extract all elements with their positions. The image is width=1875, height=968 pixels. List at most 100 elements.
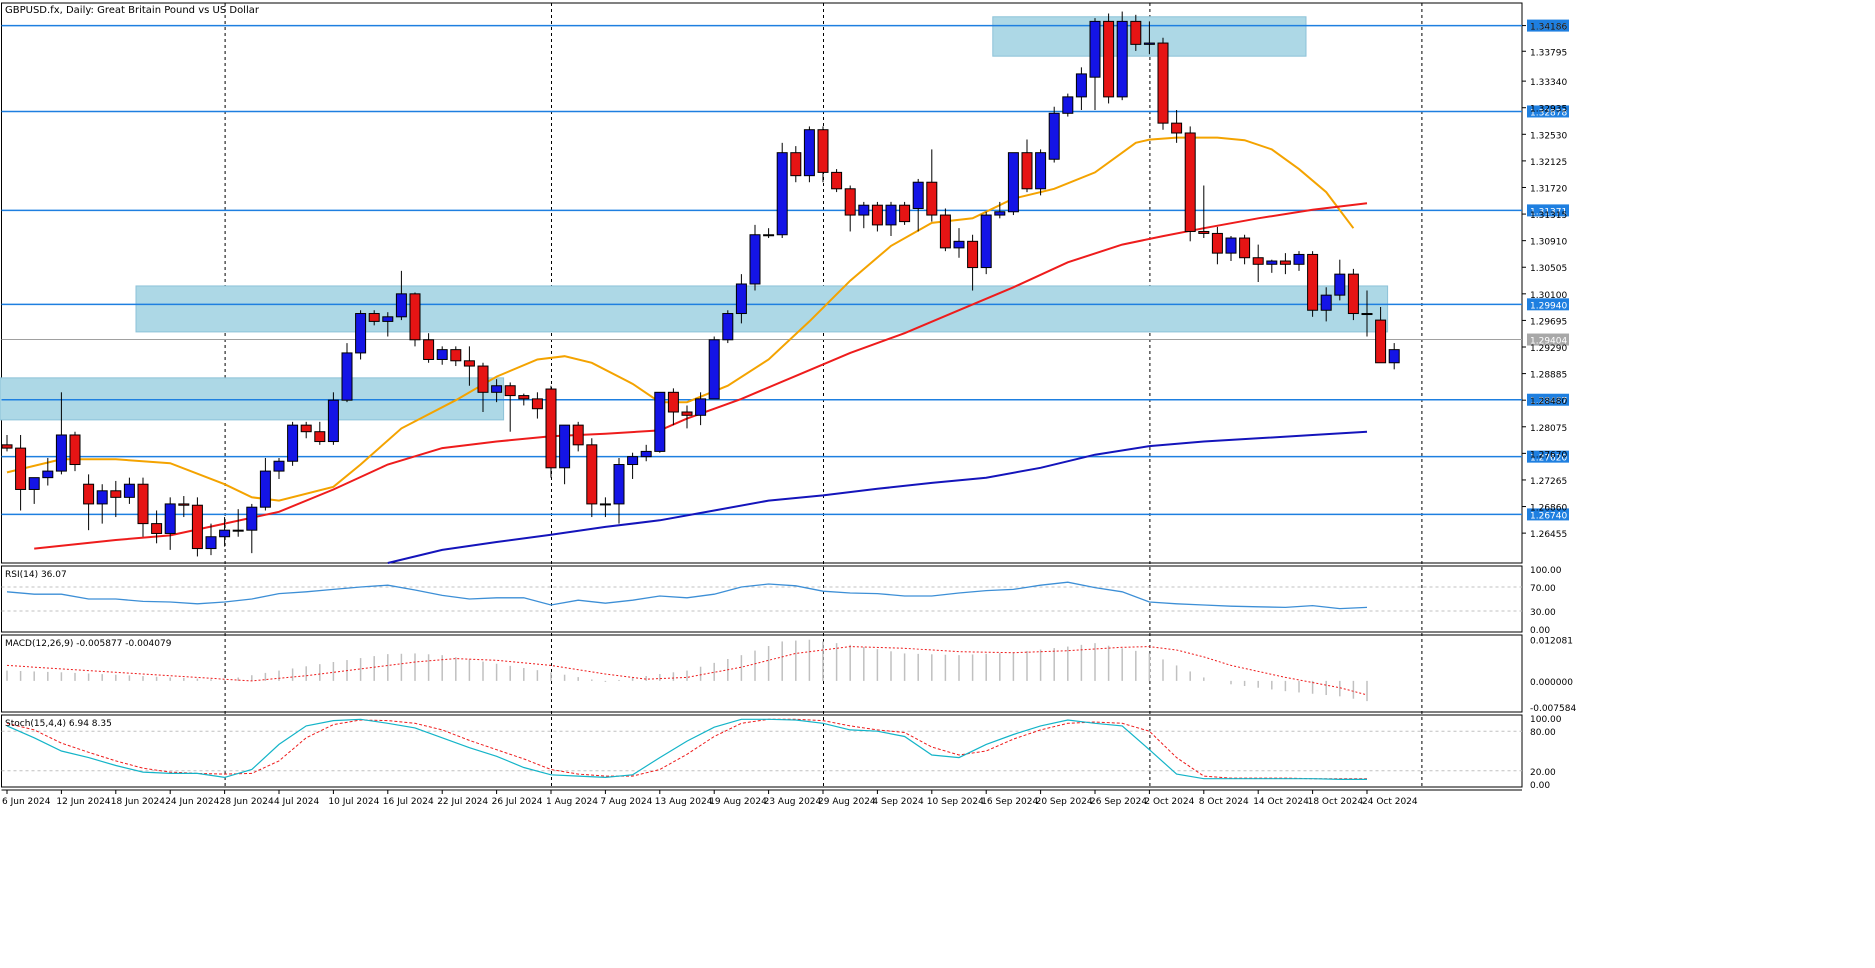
bullish-candle bbox=[722, 310, 734, 344]
candle-body bbox=[803, 129, 815, 177]
price-tick-label: 1.32530 bbox=[1530, 131, 1567, 141]
time-tick-label: 16 Sep 2024 bbox=[981, 797, 1038, 807]
bearish-candle bbox=[1130, 14, 1142, 51]
level-price-label: 1.28487 bbox=[1530, 397, 1567, 407]
price-tick-label: 1.33795 bbox=[1530, 48, 1567, 58]
candle-body bbox=[1252, 257, 1264, 265]
time-tick-label: 10 Jul 2024 bbox=[328, 797, 379, 807]
candle-body bbox=[1388, 349, 1400, 364]
bullish-candle bbox=[341, 343, 353, 403]
candle-body bbox=[939, 214, 951, 249]
bullish-candle bbox=[708, 336, 720, 400]
candle-body bbox=[1334, 273, 1346, 296]
candle-body bbox=[287, 424, 299, 462]
bearish-candle bbox=[450, 346, 462, 367]
bearish-candle bbox=[1211, 226, 1223, 265]
bearish-candle bbox=[939, 208, 951, 252]
candle-body bbox=[477, 365, 489, 393]
candle-body bbox=[368, 313, 380, 322]
time-tick-label: 1 Aug 2024 bbox=[546, 797, 598, 807]
stoch-tick-label: 20.00 bbox=[1530, 768, 1556, 778]
time-tick-label: 13 Aug 2024 bbox=[655, 797, 713, 807]
candle-body bbox=[912, 181, 924, 209]
rsi-panel[interactable]: RSI(14) 36.07 bbox=[1, 570, 1523, 612]
candle-body bbox=[1075, 73, 1087, 98]
level-price-tag bbox=[1527, 204, 1569, 217]
candle-body bbox=[627, 456, 639, 466]
level-price-tag bbox=[1527, 508, 1569, 521]
rsi-title: RSI(14) 36.07 bbox=[5, 570, 67, 580]
rsi-tick-label: 70.00 bbox=[1530, 584, 1556, 594]
bearish-candle bbox=[1239, 234, 1251, 265]
time-tick-label: 23 Aug 2024 bbox=[764, 797, 822, 807]
candle-body bbox=[640, 450, 652, 458]
bullish-candle bbox=[491, 379, 503, 403]
level-price-label: 1.31371 bbox=[1530, 207, 1567, 217]
bearish-candle bbox=[926, 149, 938, 222]
bearish-candle bbox=[423, 333, 435, 363]
candle-body bbox=[1198, 230, 1210, 234]
time-tick-label: 20 Sep 2024 bbox=[1036, 797, 1093, 807]
candle-body bbox=[790, 152, 802, 177]
candle-body bbox=[436, 349, 448, 360]
candle-body bbox=[885, 204, 897, 226]
stoch-panel-frame bbox=[1, 714, 1523, 788]
bullish-candle bbox=[355, 310, 367, 360]
macd-panel[interactable]: MACD(12,26,9) -0.005877 -0.004079 bbox=[5, 639, 1368, 702]
price-tick-label: 1.26455 bbox=[1530, 530, 1567, 540]
candle-body bbox=[695, 398, 707, 416]
bearish-candle bbox=[518, 393, 530, 406]
candle-body bbox=[559, 424, 571, 469]
price-tick-label: 1.29695 bbox=[1530, 317, 1567, 327]
bearish-candle bbox=[1279, 253, 1291, 275]
horizontal-levels bbox=[1, 24, 1522, 516]
candle-body bbox=[1239, 237, 1251, 259]
bearish-candle bbox=[178, 496, 190, 518]
candle-body bbox=[450, 349, 462, 362]
bearish-candle bbox=[314, 421, 326, 445]
candle-body bbox=[980, 214, 992, 269]
candle-body bbox=[681, 411, 693, 416]
candle-body bbox=[491, 385, 503, 393]
price-tick-label: 1.30910 bbox=[1530, 238, 1567, 248]
bearish-candle bbox=[871, 201, 883, 232]
level-price-label: 1.32878 bbox=[1530, 108, 1567, 118]
candle-body bbox=[1157, 42, 1169, 124]
candle-body bbox=[1184, 132, 1196, 232]
level-price-label: 1.26740 bbox=[1530, 511, 1567, 521]
candle-body bbox=[613, 464, 625, 505]
candle-body bbox=[531, 398, 543, 410]
bearish-candle bbox=[667, 388, 679, 426]
candle-body bbox=[1089, 20, 1101, 78]
bullish-candle bbox=[994, 201, 1006, 219]
bearish-candle bbox=[681, 405, 693, 429]
bullish-candle bbox=[1334, 259, 1346, 301]
price-tick-label: 1.32935 bbox=[1530, 105, 1567, 115]
price-tick-label: 1.34186 bbox=[1530, 23, 1567, 33]
stochastic-panel[interactable]: Stoch(15,4,4) 6.94 8.35 bbox=[1, 718, 1523, 780]
bullish-candle bbox=[1143, 21, 1155, 55]
candle-body bbox=[96, 490, 108, 505]
rsi-line bbox=[6, 581, 1368, 610]
bullish-candle bbox=[28, 477, 40, 504]
stoch-signal-line bbox=[6, 718, 1367, 780]
bullish-candle bbox=[232, 509, 244, 537]
candle-body bbox=[926, 181, 938, 216]
candle-body bbox=[219, 529, 231, 538]
bearish-candle bbox=[1103, 13, 1115, 104]
candle-body bbox=[123, 483, 135, 498]
bullish-candle bbox=[654, 391, 666, 453]
candle-body bbox=[899, 204, 911, 223]
time-tick-label: 28 Jun 2024 bbox=[220, 797, 274, 807]
candle-body bbox=[667, 391, 679, 413]
current-price-label: 1.29404 bbox=[1530, 337, 1567, 347]
candle-body bbox=[871, 204, 883, 226]
candle-body bbox=[831, 171, 843, 190]
price-panel[interactable]: GBPUSD.fx, Daily: Great Britain Pound vs… bbox=[0, 5, 1522, 564]
rsi-tick-label: 30.00 bbox=[1530, 608, 1556, 618]
bearish-candle bbox=[83, 474, 95, 531]
candle-body bbox=[69, 434, 81, 466]
candle-body bbox=[994, 211, 1006, 216]
